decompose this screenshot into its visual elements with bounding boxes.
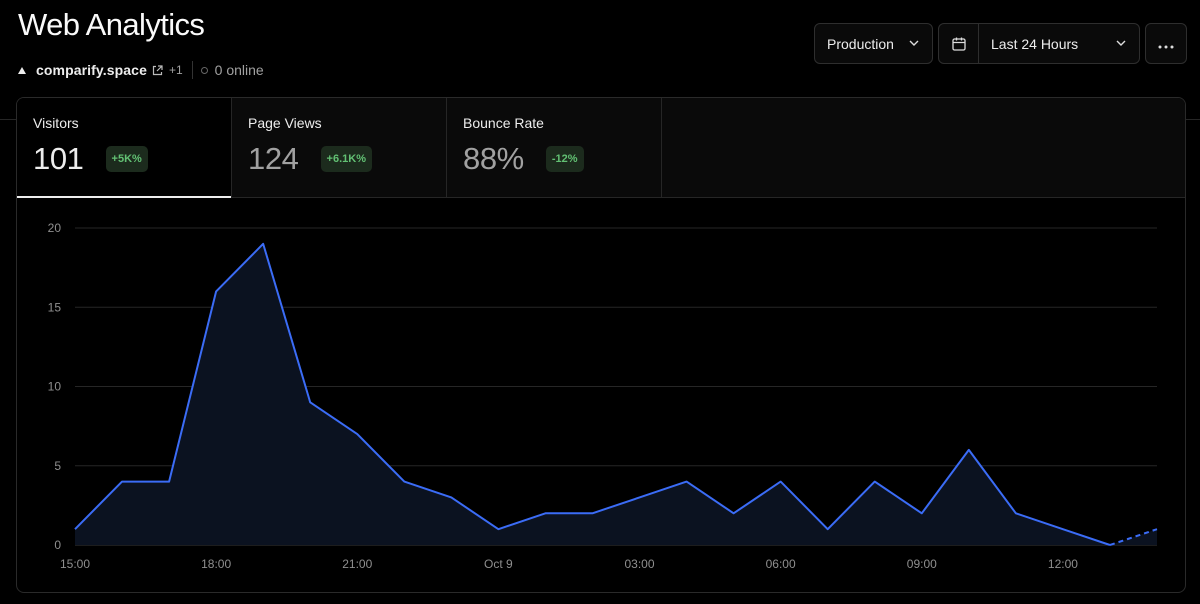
x-tick-label: 09:00: [907, 557, 937, 571]
x-tick-label: Oct 9: [484, 557, 513, 571]
external-link-icon[interactable]: [152, 64, 163, 76]
more-horizontal-icon: [1158, 36, 1174, 52]
y-tick-label: 10: [48, 380, 62, 394]
analytics-card: Visitors 101 +5K% Page Views 124 +6.1K% …: [16, 97, 1186, 593]
online-count: 0 online: [214, 62, 264, 78]
series-line: [74, 242, 1111, 546]
more-options-button[interactable]: [1145, 23, 1187, 64]
tab-visitors[interactable]: Visitors 101 +5K%: [17, 98, 232, 198]
change-badge: +6.1K%: [320, 146, 372, 172]
y-tick-label: 15: [48, 300, 62, 314]
status-dot-icon: [200, 66, 208, 74]
x-tick-label: 18:00: [201, 557, 231, 571]
visitors-chart[interactable]: 0 5 10 15 20 15:00 18:00 21:00 Oct 9 03:00 06:00 09…: [17, 98, 1185, 592]
environment-select[interactable]: Production: [814, 23, 933, 64]
x-tick-label: 06:00: [766, 557, 796, 571]
date-range-picker[interactable]: Last 24 Hours: [938, 23, 1140, 64]
tab-label: Page Views: [248, 115, 322, 131]
y-tick-label: 0: [54, 538, 61, 552]
page-title: Web Analytics: [18, 7, 205, 42]
range-select[interactable]: Last 24 Hours: [979, 36, 1139, 52]
divider: [191, 61, 193, 79]
change-badge: +5K%: [105, 146, 148, 172]
metric-tabs: Visitors 101 +5K% Page Views 124 +6.1K% …: [17, 98, 1185, 198]
project-link[interactable]: comparify.space: [36, 62, 147, 78]
tab-value: 88%: [463, 141, 524, 176]
environment-label: Production: [827, 35, 894, 52]
range-label: Last 24 Hours: [991, 35, 1079, 52]
calendar-icon[interactable]: [939, 24, 979, 63]
x-tick-label: 21:00: [342, 557, 372, 571]
extra-projects-count[interactable]: +1: [168, 63, 183, 77]
y-tick-label: 5: [54, 459, 61, 473]
chevron-down-icon: [908, 36, 920, 52]
change-badge: -12%: [545, 146, 584, 172]
project-row: comparify.space +1 0 online: [18, 60, 264, 80]
x-tick-label: 03:00: [625, 557, 655, 571]
chevron-down-icon: [1115, 36, 1127, 52]
tab-value: 124: [248, 141, 299, 176]
vercel-logo-icon: [18, 66, 26, 74]
tab-label: Visitors: [33, 115, 79, 131]
area-fill: [75, 243, 1157, 545]
tab-value: 101: [33, 141, 84, 176]
x-tick-label: 12:00: [1048, 557, 1078, 571]
tab-label: Bounce Rate: [463, 115, 544, 131]
tab-page-views[interactable]: Page Views 124 +6.1K%: [232, 98, 447, 197]
y-tick-label: 20: [48, 221, 62, 235]
x-tick-label: 15:00: [60, 557, 90, 571]
tab-bounce-rate[interactable]: Bounce Rate 88% -12%: [447, 98, 662, 197]
